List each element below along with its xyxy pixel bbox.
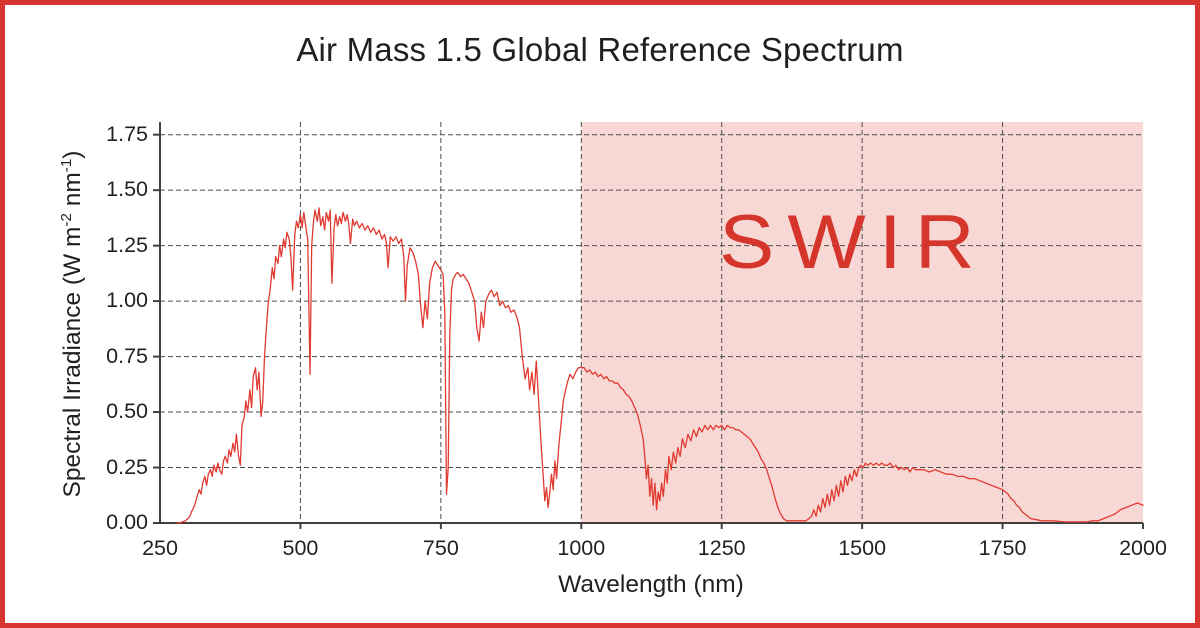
y-tick-label: 0.00 xyxy=(106,510,148,534)
x-tick-label: 250 xyxy=(142,536,178,560)
y-tick-label: 0.75 xyxy=(106,343,148,368)
y-tick-label: 0.25 xyxy=(106,454,148,479)
swir-region-label: SWIR xyxy=(719,198,988,285)
x-tick-label: 750 xyxy=(422,536,459,560)
x-tick-label: 2000 xyxy=(1119,536,1167,560)
y-tick-label: 1.50 xyxy=(106,177,148,202)
x-tick-label: 1750 xyxy=(978,536,1027,560)
spectrum-plot xyxy=(153,122,1144,529)
y-tick-label: 1.75 xyxy=(106,121,148,146)
y-tick-label: 1.25 xyxy=(106,232,148,257)
x-tick-label: 1500 xyxy=(838,536,887,560)
x-tick-label: 500 xyxy=(282,536,319,560)
chart-title: Air Mass 1.5 Global Reference Spectrum xyxy=(296,31,904,68)
x-tick-label: 1250 xyxy=(697,536,746,560)
y-axis-title: Spectral Irradiance (W m-2 nm-1) xyxy=(58,150,87,498)
y-tick-label: 0.50 xyxy=(106,399,148,424)
y-tick-label: 1.00 xyxy=(106,288,148,313)
spectrum-curve xyxy=(176,207,1144,524)
x-tick-label: 1000 xyxy=(557,536,606,560)
x-axis-title: Wavelength (nm) xyxy=(558,571,744,598)
